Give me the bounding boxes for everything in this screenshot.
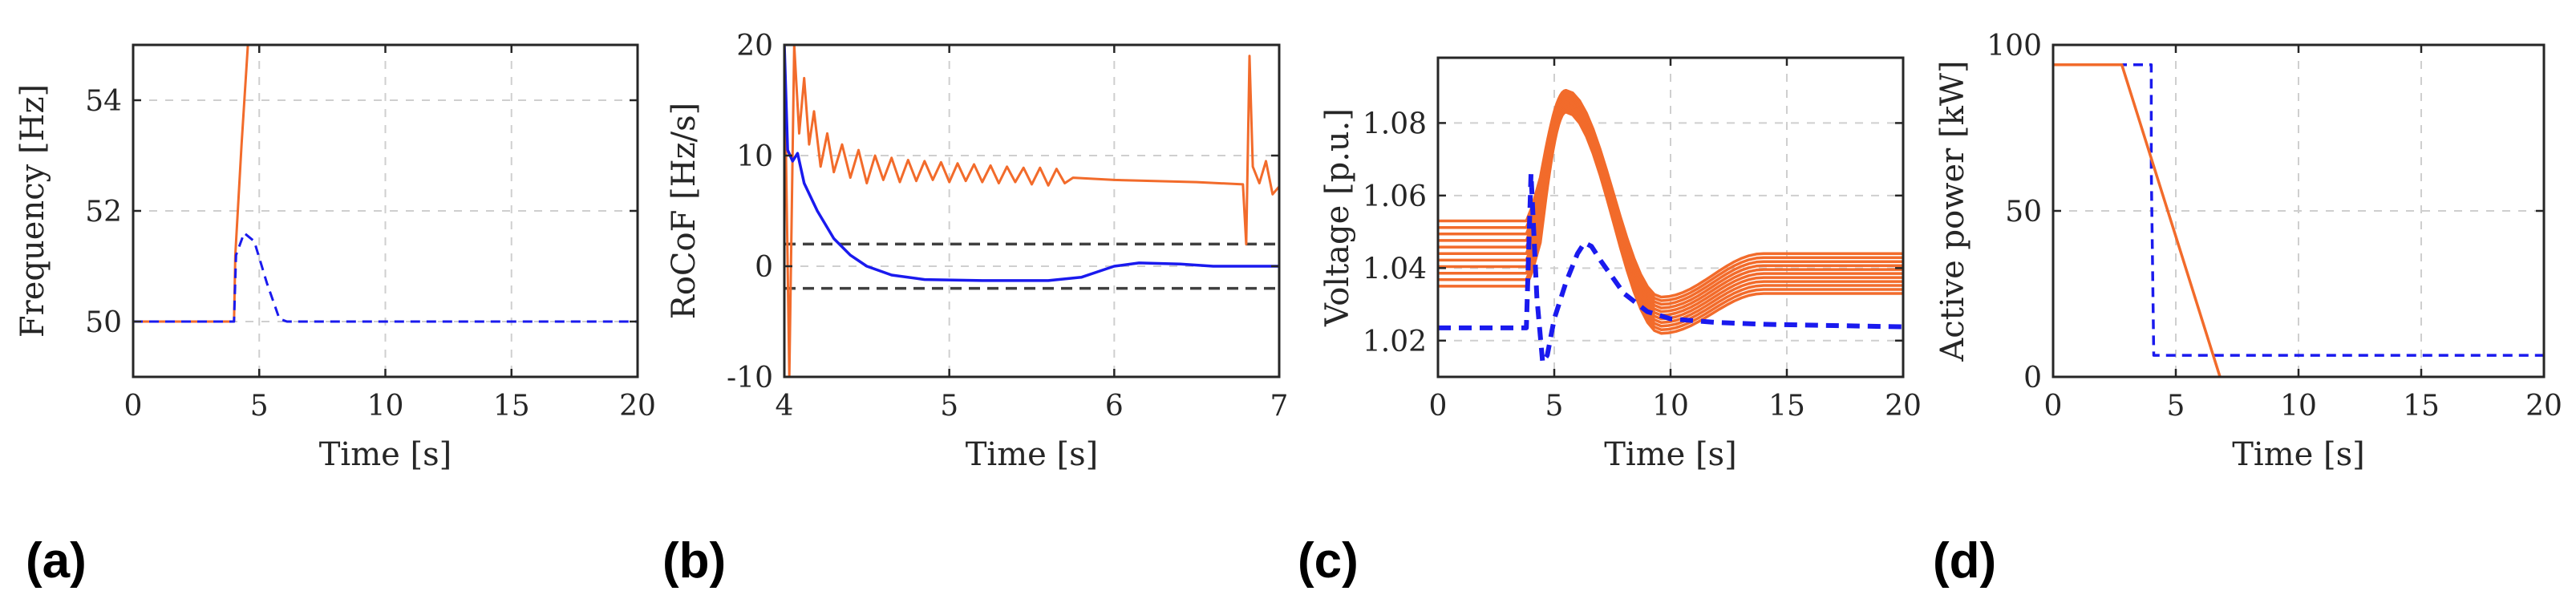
panel-label: (a) [26,533,87,589]
x-tick-label: 20 [619,390,656,423]
x-tick-label: 10 [367,390,404,423]
grid [784,45,1279,377]
series-line-orange [2053,63,2222,377]
x-tick-label: 0 [124,390,143,423]
series-line-orange [1438,88,1903,299]
x-axis-label: Time [s] [1604,436,1737,473]
y-tick-label: 1.08 [1363,107,1427,140]
panel-label: (c) [1298,533,1359,589]
x-tick-label: 0 [2044,390,2063,423]
x-tick-label: 5 [250,390,269,423]
x-tick-label: 15 [2403,390,2440,423]
y-tick-label: 10 [736,140,773,173]
x-tick-label: 20 [1885,390,1922,423]
y-tick-label: 50 [85,306,122,339]
y-tick-label: 20 [736,30,773,63]
y-axis-label: Active power [kW] [1934,60,1971,362]
y-axis-label: Frequency [Hz] [14,84,51,338]
y-tick-label: 1.04 [1363,253,1427,285]
x-tick-label: 20 [2525,390,2562,423]
plot-area [2053,63,2544,377]
axes-frame [783,43,1281,378]
x-axis-label: Time [s] [319,436,452,473]
y-axis-label: RoCoF [Hz/s] [666,103,703,320]
panel-a: 0 5 10 15 20 50 52 54 Time [s] Frequency [Hz] (a) [14,43,656,589]
series-line-orange [784,45,1279,377]
panel-label: (d) [1933,533,1996,589]
x-axis-label: Time [s] [966,436,1099,473]
y-tick-label: 0 [755,251,773,284]
y-tick-label: 50 [2005,196,2042,229]
plot-area [784,45,1279,377]
series-line-blue [1438,171,1903,365]
x-tick-label: 15 [1768,390,1805,423]
series-line-blue [133,232,638,323]
plot-area [133,45,638,323]
grid [2053,45,2544,377]
panel-b: 4 5 6 7 -10 0 10 20 Time [s] RoCoF [Hz/s] (b) [662,30,1288,589]
panel-label: (b) [662,533,726,589]
y-tick-label: -10 [727,362,773,395]
y-tick-label: 100 [1987,30,2042,63]
grid [133,45,638,377]
y-tick-label: 52 [85,196,122,229]
x-tick-label: 4 [776,390,794,423]
x-tick-label: 10 [1652,390,1689,423]
y-tick-label: 54 [85,85,122,118]
x-tick-label: 5 [1545,390,1564,423]
series-line-blue [784,45,1279,282]
x-tick-label: 7 [1270,390,1289,423]
x-axis-label: Time [s] [2232,436,2365,473]
panel-c: 0 5 10 15 20 1.02 1.04 1.06 1.08 Time [s] Voltage … [1298,56,1922,589]
y-tick-label: 1.02 [1363,326,1427,358]
x-tick-label: 5 [2167,390,2185,423]
y-axis-label: Voltage [p.u.] [1319,108,1356,327]
y-tick-label: 0 [2023,362,2042,395]
series-line-orange [133,45,249,323]
x-tick-label: 15 [493,390,530,423]
x-tick-label: 0 [1429,390,1448,423]
panel-d: 0 5 10 15 20 0 50 100 Time [s] Active power [kW] (… [1933,30,2562,589]
plot-area [1438,88,1903,365]
x-tick-label: 5 [940,390,958,423]
x-tick-label: 10 [2280,390,2317,423]
x-tick-label: 6 [1105,390,1124,423]
y-tick-label: 1.06 [1363,180,1427,213]
